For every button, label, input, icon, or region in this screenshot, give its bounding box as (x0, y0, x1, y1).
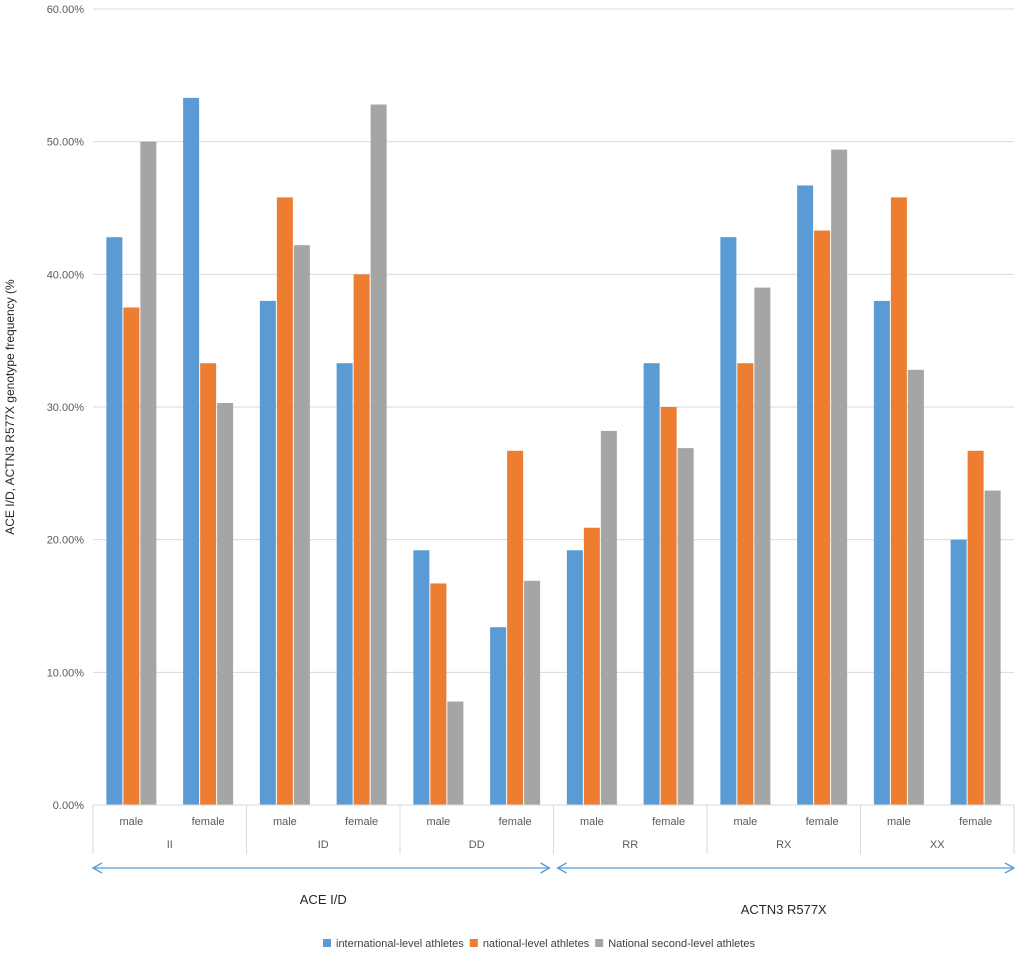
legend-label: National second-level athletes (608, 938, 755, 950)
bar-international-level-athletes (336, 363, 353, 805)
super-group-label: ACTN3 R577X (741, 902, 827, 917)
x-tick-label: female (192, 816, 225, 828)
group-label: II (167, 839, 173, 851)
legend-swatch (323, 939, 331, 947)
group-label: RR (622, 839, 638, 851)
axes: 0.00% 10.00% 20.00% 30.00% 40.00% 50.00% 60.00… (3, 4, 1016, 917)
group-label: ID (318, 839, 329, 851)
bar-national-second-level-athletes (677, 448, 694, 805)
bar-national-level-athletes (430, 583, 447, 805)
bar-international-level-athletes (106, 237, 123, 806)
bar-national-level-athletes (660, 407, 677, 805)
bar-national-level-athletes (737, 363, 754, 805)
legend: international-level athletes national-lev… (323, 938, 755, 950)
x-tick-label: female (806, 816, 839, 828)
x-tick-label: male (119, 816, 143, 828)
bar-national-second-level-athletes (370, 104, 387, 805)
y-tick-label: 60.00% (47, 4, 85, 16)
bar-national-second-level-athletes (447, 701, 464, 805)
group-label: DD (469, 839, 485, 851)
x-tick-label: male (733, 816, 757, 828)
bar-national-level-athletes (890, 197, 907, 806)
y-tick-label: 50.00% (47, 137, 85, 149)
legend-label: international-level athletes (336, 938, 464, 950)
x-tick-label: female (652, 816, 685, 828)
bar-national-second-level-athletes (140, 141, 157, 805)
bar-international-level-athletes (643, 363, 660, 805)
y-axis-label: ACE I/D, ACTN3 R577X genotype frequency … (3, 279, 17, 535)
y-tick-label: 40.00% (47, 269, 85, 281)
bar-national-second-level-athletes (754, 287, 771, 806)
x-tick-label: male (580, 816, 604, 828)
bar-national-level-athletes (507, 450, 524, 805)
x-tick-label: male (887, 816, 911, 828)
bar-national-second-level-athletes (293, 245, 310, 805)
x-tick-label: female (959, 816, 992, 828)
bar-national-level-athletes (353, 274, 370, 805)
bar-national-second-level-athletes (600, 430, 617, 805)
super-group-arrow (91, 862, 551, 874)
bars (106, 97, 1001, 806)
bar-national-second-level-athletes (984, 490, 1001, 805)
bar-national-second-level-athletes (524, 580, 541, 805)
super-group-arrow (556, 862, 1016, 874)
bar-international-level-athletes (720, 237, 737, 806)
x-tick-label: female (345, 816, 378, 828)
group-label: XX (930, 839, 945, 851)
x-tick-label: female (499, 816, 532, 828)
bar-national-level-athletes (583, 527, 600, 805)
bar-national-level-athletes (814, 230, 831, 805)
bar-international-level-athletes (259, 300, 276, 805)
y-tick-label: 10.00% (47, 667, 85, 679)
y-tick-label: 20.00% (47, 535, 85, 547)
legend-item: National second-level athletes (595, 938, 755, 950)
x-tick-label: male (426, 816, 450, 828)
legend-label: national-level athletes (483, 938, 590, 950)
bar-international-level-athletes (950, 539, 967, 805)
bar-international-level-athletes (873, 300, 890, 805)
legend-item: international-level athletes (323, 938, 464, 950)
bar-international-level-athletes (797, 185, 814, 806)
y-tick-label: 30.00% (47, 402, 85, 414)
bar-national-second-level-athletes (907, 369, 924, 805)
gridlines (93, 8, 1014, 806)
group-label: RX (776, 839, 792, 851)
super-group-label: ACE I/D (300, 892, 347, 907)
bar-international-level-athletes (566, 550, 583, 805)
bar-international-level-athletes (490, 627, 507, 805)
bar-national-level-athletes (200, 363, 217, 805)
bar-national-second-level-athletes (831, 149, 848, 806)
bar-national-level-athletes (967, 450, 984, 805)
legend-swatch (595, 939, 604, 947)
y-tick-label: 0.00% (53, 800, 84, 812)
bar-international-level-athletes (183, 97, 200, 806)
bar-international-level-athletes (413, 550, 430, 805)
bar-national-second-level-athletes (217, 403, 234, 805)
legend-swatch (469, 939, 478, 947)
bar-national-level-athletes (123, 307, 140, 805)
legend-item: national-level athletes (469, 938, 590, 950)
x-tick-label: male (273, 816, 297, 828)
bar-national-level-athletes (276, 197, 293, 806)
